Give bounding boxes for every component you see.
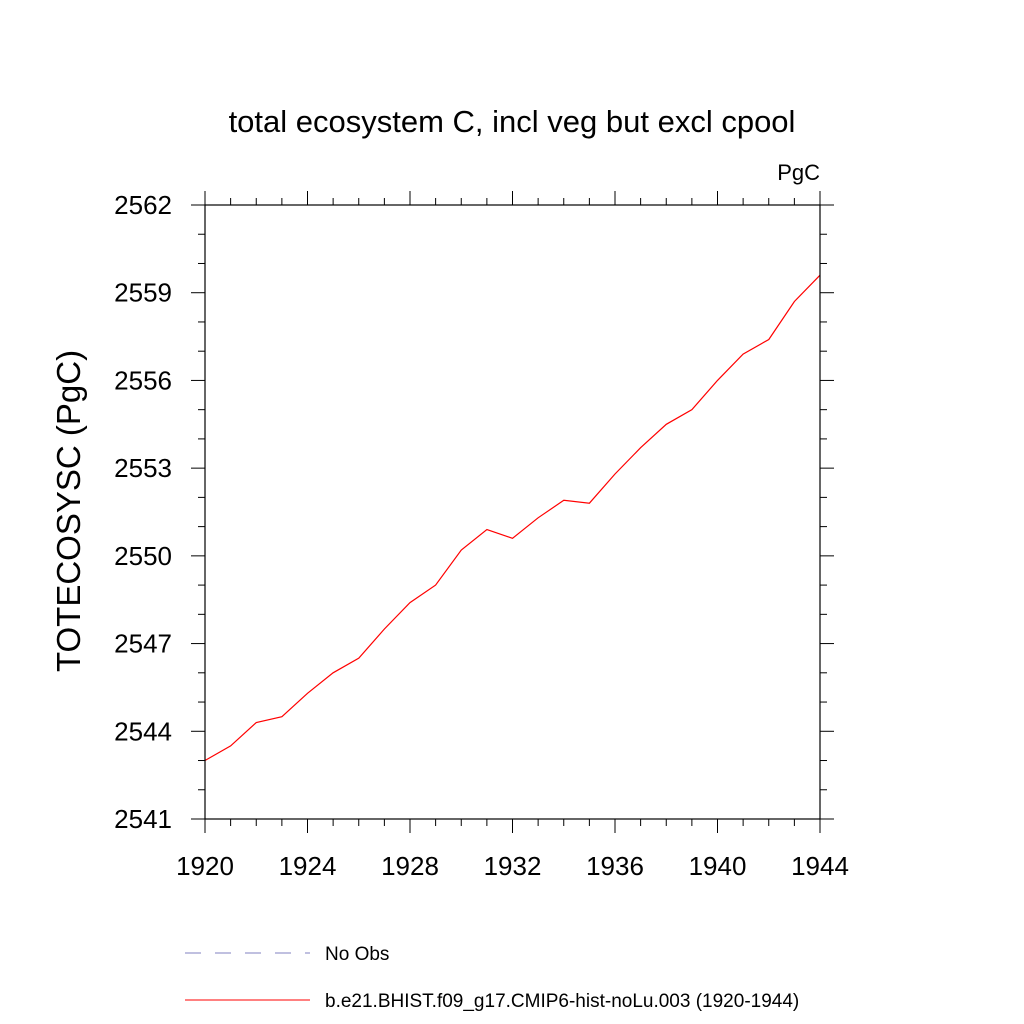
y-tick-label: 2547	[114, 629, 172, 659]
x-tick-label: 1924	[279, 851, 337, 881]
plot-frame	[204, 204, 821, 820]
y-tick-label: 2544	[114, 716, 172, 746]
y-tick-label: 2559	[114, 278, 172, 308]
y-axis-ticks	[191, 204, 834, 820]
x-tick-label: 1920	[176, 851, 234, 881]
y-tick-labels: 2541 2544 2547 2550 2553 2556 2559 2562	[114, 190, 172, 834]
x-axis-ticks	[204, 191, 821, 833]
y-axis-label: TOTECOSYSC (PgC)	[50, 350, 87, 672]
y-tick-label: 2541	[114, 804, 172, 834]
units-label: PgC	[777, 160, 820, 185]
series-group	[204, 274, 821, 762]
x-tick-label: 1936	[586, 851, 644, 881]
x-tick-label: 1928	[381, 851, 439, 881]
x-tick-label: 1940	[689, 851, 747, 881]
chart-title: total ecosystem C, incl veg but excl cpo…	[229, 104, 796, 139]
legend: No Obs b.e21.BHIST.f09_g17.CMIP6-hist-noL…	[185, 944, 799, 1012]
x-tick-label: 1932	[484, 851, 542, 881]
legend-label: No Obs	[325, 944, 389, 965]
legend-label: b.e21.BHIST.f09_g17.CMIP6-hist-noLu.003 …	[325, 991, 799, 1012]
y-tick-label: 2550	[114, 541, 172, 571]
y-tick-label: 2553	[114, 453, 172, 483]
x-tick-label: 1944	[791, 851, 849, 881]
y-tick-label: 2562	[114, 190, 172, 220]
x-tick-labels: 1920 1924 1928 1932 1936 1940 1944	[176, 851, 849, 881]
y-tick-label: 2556	[114, 365, 172, 395]
series-line	[204, 274, 821, 762]
